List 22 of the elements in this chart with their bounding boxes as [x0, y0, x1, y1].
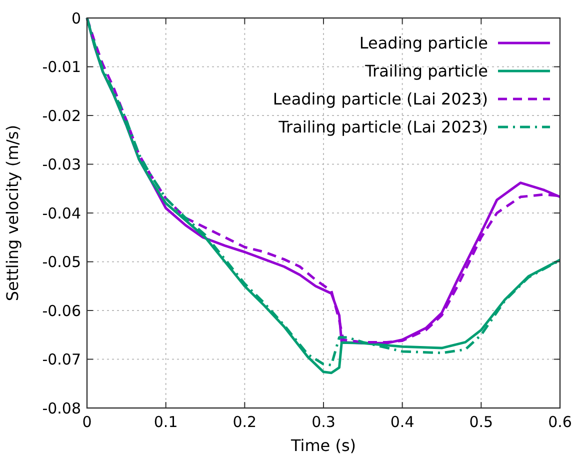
legend-label: Trailing particle [364, 62, 488, 81]
y-tick-label: -0.08 [42, 399, 81, 418]
y-tick-label: -0.05 [42, 253, 81, 271]
legend-label: Leading particle (Lai 2023) [272, 90, 488, 109]
y-tick-label: -0.06 [42, 302, 81, 320]
y-tick-label: -0.01 [42, 58, 81, 76]
y-tick-label: -0.07 [42, 350, 81, 368]
legend-label: Leading particle [359, 34, 488, 53]
x-tick-label: 0.4 [390, 413, 414, 431]
x-tick-label: 0.6 [548, 413, 572, 431]
x-tick-label: 0.2 [232, 413, 257, 431]
y-tick-label: -0.02 [42, 106, 81, 125]
y-tick-label: -0.03 [42, 156, 81, 174]
y-tick-label: -0.04 [42, 204, 81, 222]
x-tick-label: 0.3 [312, 413, 336, 431]
y-axis-title: Settling velocity (m/s) [3, 124, 22, 302]
y-tick-label: 0 [71, 9, 81, 28]
x-tick-label: 0.1 [154, 413, 178, 431]
x-tick-label: 0 [82, 413, 92, 431]
x-tick-label: 0.5 [469, 413, 494, 431]
legend-label: Trailing particle (Lai 2023) [278, 118, 488, 137]
x-axis-title: Time (s) [290, 436, 356, 455]
